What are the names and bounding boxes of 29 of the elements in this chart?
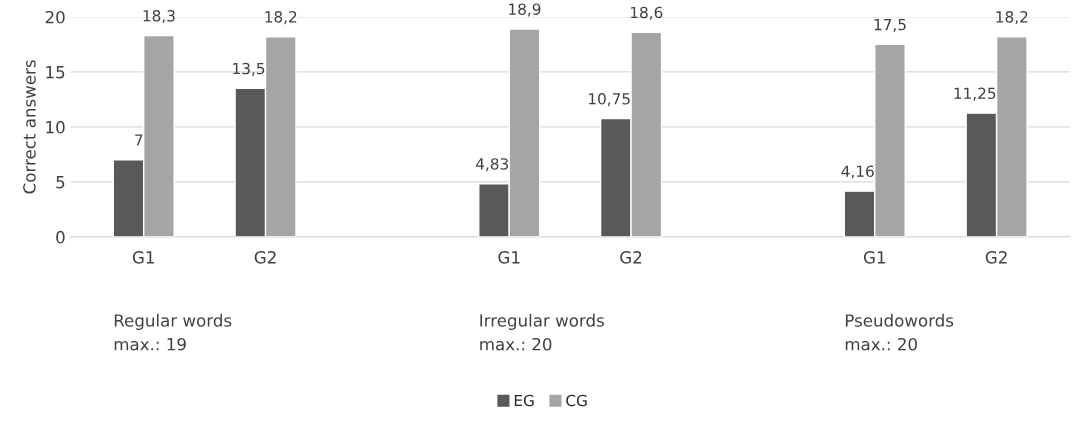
- y-tick-label: 15: [46, 66, 65, 79]
- data-label: 18,6: [630, 6, 663, 20]
- y-tick-label: 5: [56, 176, 65, 189]
- data-label: 10,75: [589, 93, 630, 107]
- data-label: 17,5: [874, 18, 906, 32]
- data-label: 18,9: [509, 3, 541, 17]
- legend-label: CG: [566, 394, 587, 407]
- data-label: 11,25: [954, 87, 996, 101]
- data-label: 18,2: [265, 11, 297, 25]
- x-tick-label: G2: [254, 251, 276, 264]
- y-axis-title: Correct answers: [23, 60, 36, 194]
- x-tick-label: G1: [132, 251, 154, 264]
- data-label: 7: [135, 134, 143, 146]
- data-label: 4,83: [475, 158, 508, 172]
- y-tick-label: 10: [46, 120, 65, 134]
- x-tick-label: G2: [620, 251, 642, 264]
- data-label: 4,16: [841, 165, 874, 179]
- x-tick-label: G2: [985, 251, 1007, 264]
- x-tick-label: G1: [863, 251, 885, 264]
- y-tick-label: 0: [56, 230, 65, 244]
- text: Regular words max.: 19: [114, 313, 232, 351]
- data-label: 18,2: [996, 11, 1028, 25]
- x-tick-label: G1: [498, 251, 520, 264]
- text: Pseudowords max.: 20: [845, 313, 954, 351]
- text: Irregular words max.: 20: [480, 313, 604, 351]
- data-label: 18,3: [143, 9, 175, 24]
- data-label: 13,5: [233, 62, 265, 76]
- y-tick-label: 20: [45, 10, 65, 24]
- legend-label: EG: [514, 394, 534, 407]
